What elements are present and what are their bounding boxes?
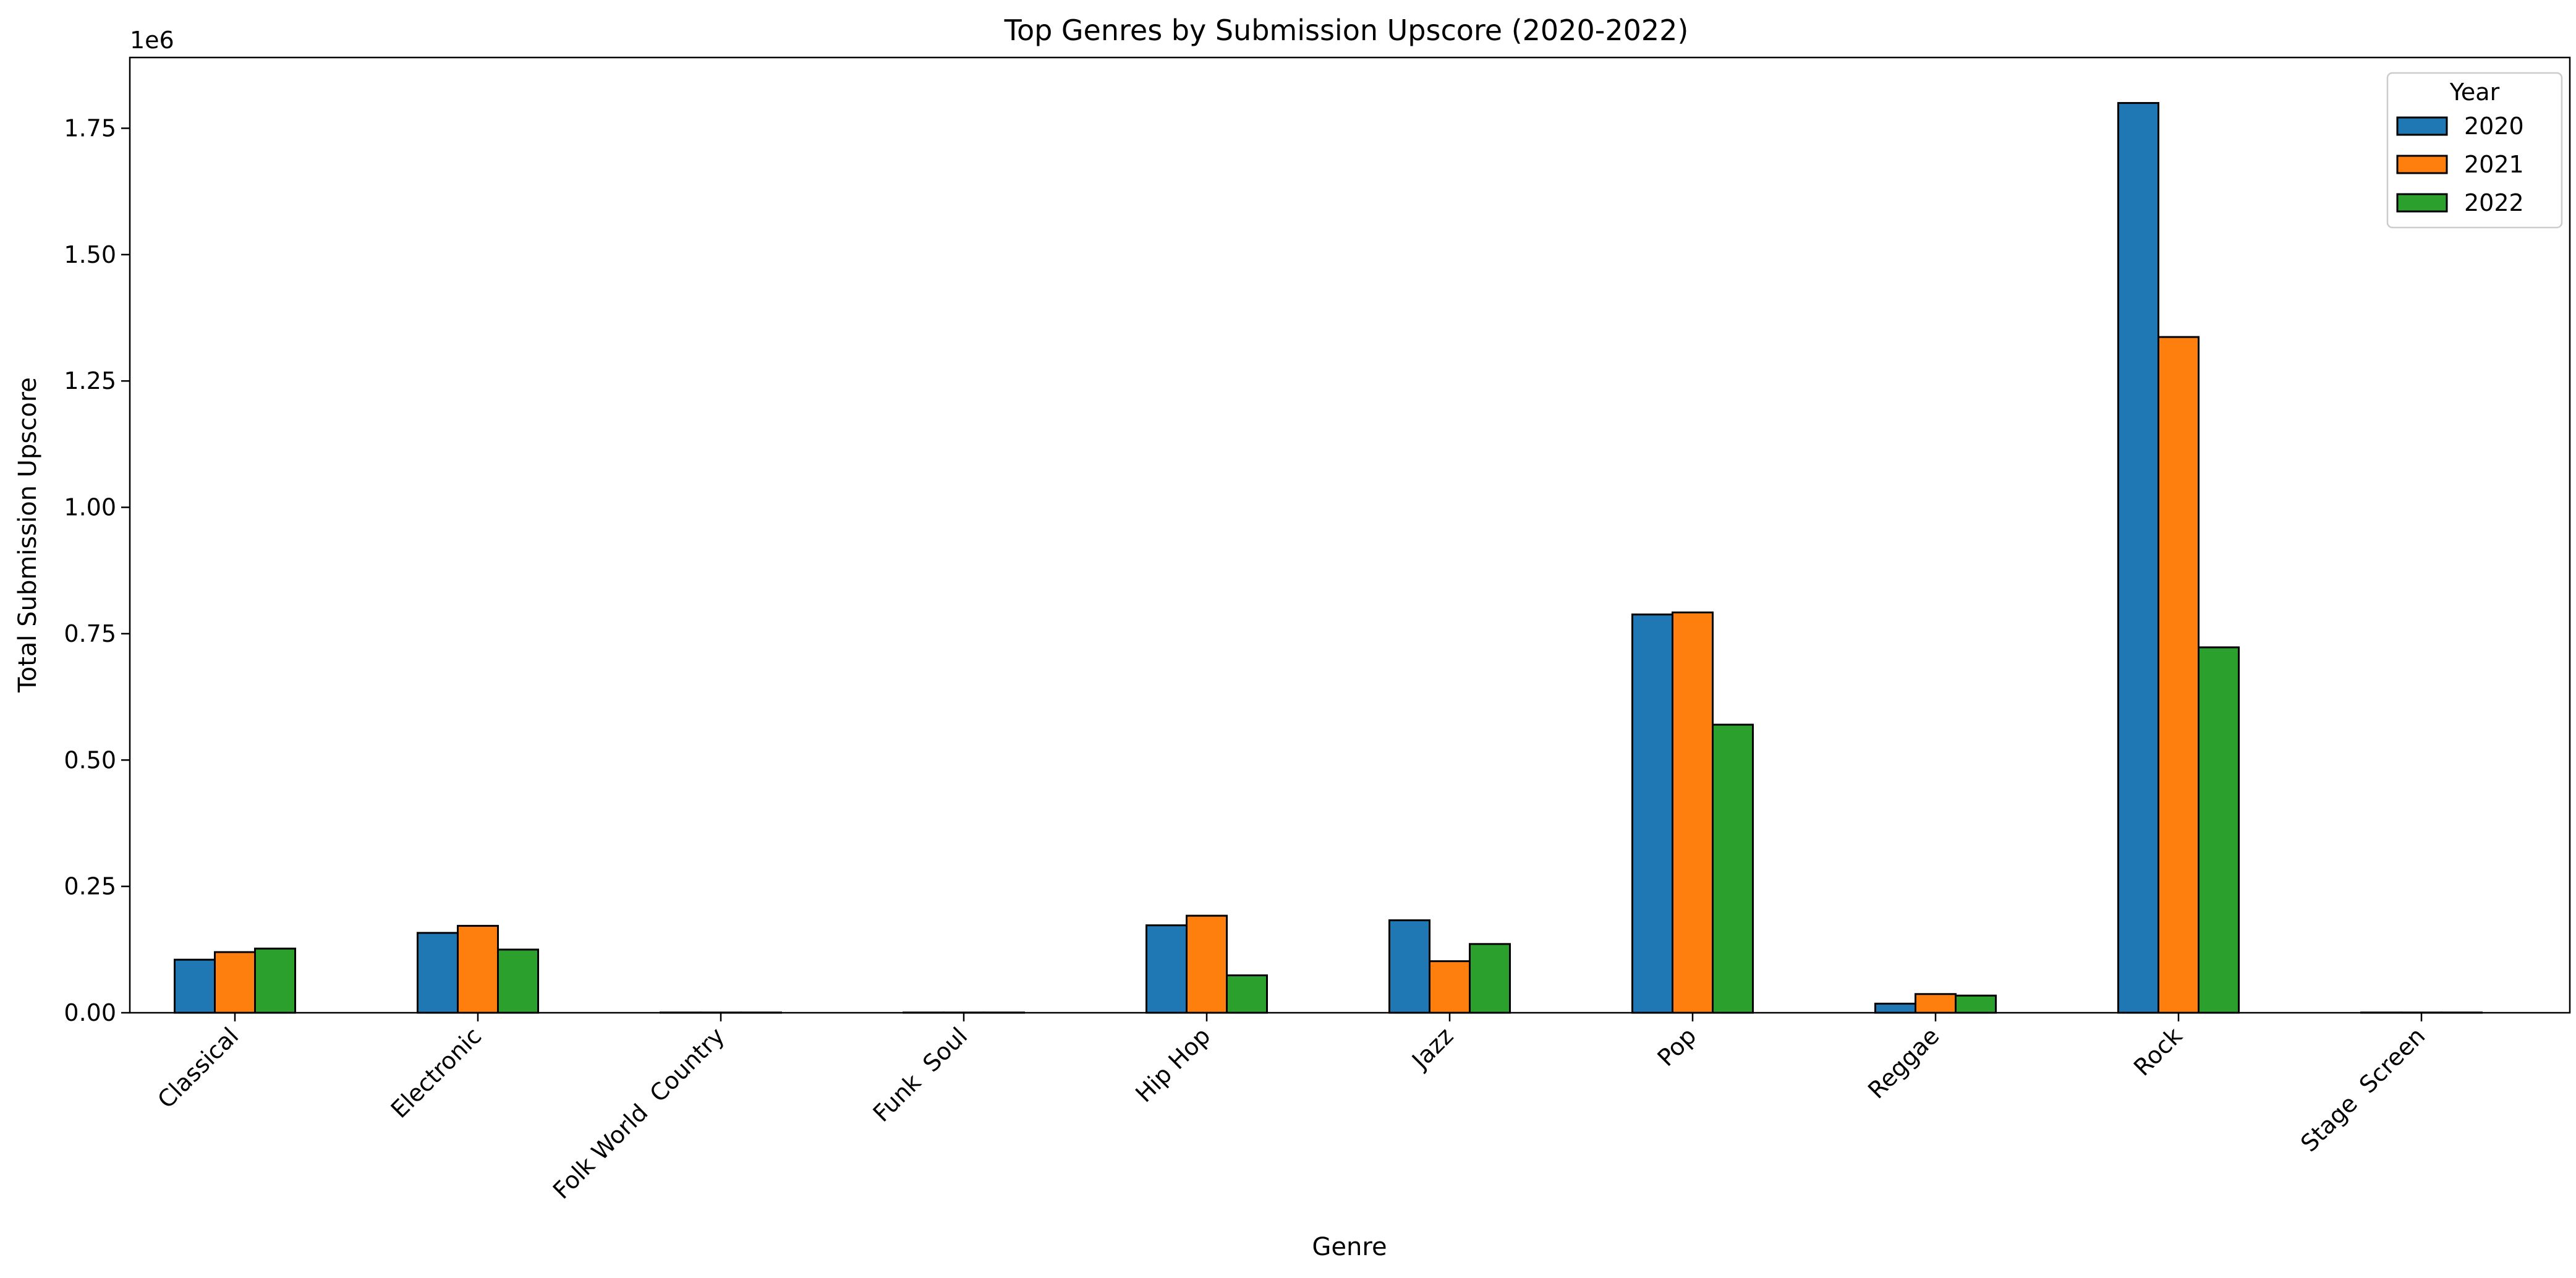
x-tick-label: Classical — [152, 1022, 244, 1114]
plot-frame — [129, 56, 2571, 1014]
bar-2022 — [497, 948, 539, 1014]
x-axis-label: Genre — [1312, 1233, 1387, 1261]
x-tick-label: Folk World Country — [548, 1022, 729, 1204]
y-tick-label: 1.50 — [64, 241, 116, 268]
y-tick-label: 0.00 — [64, 999, 116, 1026]
legend-swatch-2020 — [2396, 116, 2448, 136]
legend-title: Year — [2449, 79, 2500, 106]
x-tick-label: Stage Screen — [2295, 1022, 2430, 1157]
bar-2020 — [174, 958, 216, 1014]
bar-2020 — [1146, 924, 1188, 1014]
bar-2021 — [1186, 914, 1228, 1014]
x-tick-label: Pop — [1652, 1022, 1702, 1071]
y-tick-label: 1.00 — [64, 494, 116, 521]
legend-swatch-2021 — [2396, 155, 2448, 174]
bar-2020 — [1388, 919, 1430, 1014]
y-tick-label: 1.75 — [64, 114, 116, 142]
bar-2021 — [214, 951, 256, 1014]
y-tick-label: 1.25 — [64, 367, 116, 394]
bar-2022 — [1955, 994, 1997, 1014]
bar-2021 — [1915, 993, 1957, 1014]
x-tick-label: Reggae — [1863, 1022, 1944, 1104]
y-tick-label: 0.50 — [64, 746, 116, 773]
y-offset-label: 1e6 — [130, 27, 174, 54]
legend-label-2020: 2020 — [2464, 113, 2524, 140]
legend: Year 2020 2021 2022 — [2386, 72, 2563, 229]
chart-title: Top Genres by Submission Upscore (2020-2… — [1004, 14, 1689, 47]
bar-2021 — [1429, 960, 1471, 1014]
bar-2020 — [1631, 613, 1673, 1014]
bar-2021 — [2157, 336, 2200, 1014]
legend-label-2022: 2022 — [2464, 189, 2524, 216]
legend-box — [2386, 72, 2563, 229]
x-tick-label: Funk Soul — [868, 1022, 973, 1127]
bar-2022 — [2198, 646, 2240, 1014]
bar-2020 — [417, 932, 459, 1014]
legend-swatch-2022 — [2396, 193, 2448, 213]
x-tick-label: Rock — [2128, 1022, 2187, 1081]
bar-2020 — [1874, 1002, 1916, 1014]
bar-2022 — [1469, 943, 1511, 1014]
bar-2022 — [1226, 974, 1268, 1014]
legend-label-2021: 2021 — [2464, 151, 2524, 178]
y-tick-label: 0.75 — [64, 620, 116, 647]
x-tick-label: Hip Hop — [1130, 1022, 1215, 1107]
bar-2022 — [1712, 723, 1754, 1014]
bar-2020 — [2117, 102, 2159, 1014]
bar-2021 — [457, 924, 499, 1014]
y-axis-label: Total Submission Upscore — [14, 377, 42, 693]
bar-2022 — [254, 947, 296, 1014]
x-tick-label: Jazz — [1406, 1022, 1458, 1075]
bar-2021 — [1672, 611, 1714, 1014]
plot-area: 0.00 0.25 0.50 0.75 1.00 1.25 1.50 1.75 Classica… — [64, 102, 2483, 1204]
y-tick-label: 0.25 — [64, 873, 116, 900]
x-tick-label: Electronic — [386, 1022, 487, 1123]
